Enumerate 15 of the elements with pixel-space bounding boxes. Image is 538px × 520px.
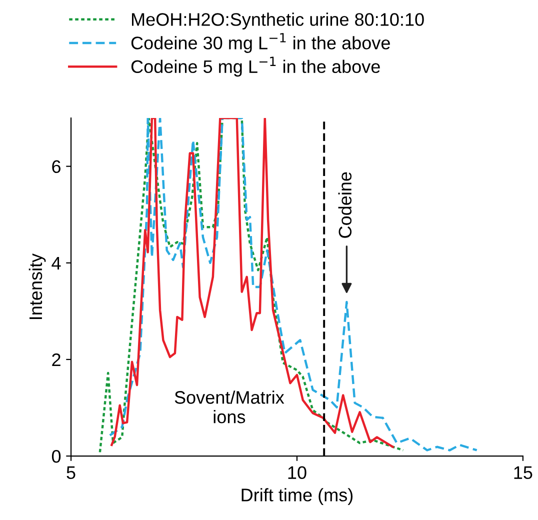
y-tick-label: 2 [52, 353, 60, 366]
legend-label: Codeine 30 mg L$^{−1}$ in the above [131, 33, 390, 53]
annotation: Codeine [338, 172, 352, 238]
legend-label: Codeine 5 mg L$^{−1}$ in the above [131, 56, 380, 77]
x-tick-label: 10 [288, 466, 306, 480]
line-series [108, 118, 478, 452]
x-tick-label: 15 [514, 466, 532, 480]
y-tick-label: 6 [52, 160, 60, 174]
y-tick-label: 4 [52, 257, 61, 270]
y-tick-label: 0 [52, 450, 61, 463]
y-axis-title: Intensity [28, 253, 46, 319]
x-axis-title: Drift time (ms) [242, 488, 353, 505]
annotation: Sovent/Matrix ions [174, 390, 284, 424]
x-tick-label: 5 [66, 466, 76, 480]
legend-label: MeOH:H2O:Synthetic urine 80:10:10 [132, 12, 424, 30]
